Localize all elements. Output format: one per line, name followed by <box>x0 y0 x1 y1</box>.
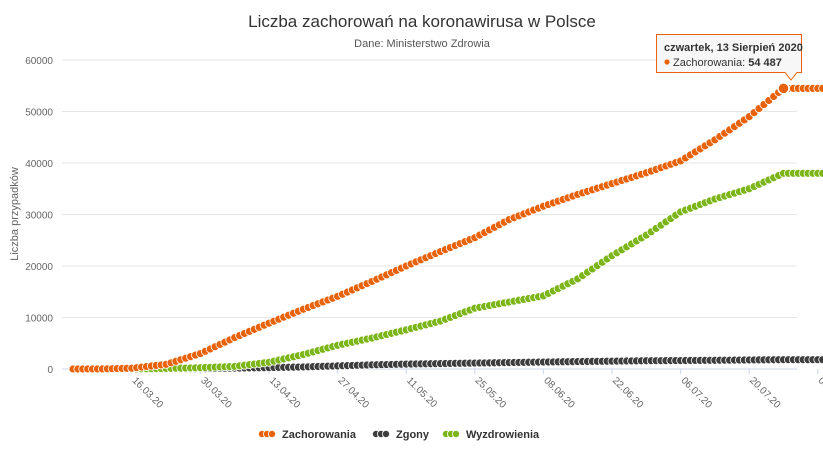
x-tick-label: 20.07.20 <box>747 375 783 411</box>
x-tick-label: 27.04.20 <box>335 375 371 411</box>
y-tick-label: 0 <box>47 365 53 376</box>
legend-marker <box>451 429 460 438</box>
y-tick-label: 30000 <box>25 211 53 222</box>
tooltip-series-marker <box>664 59 670 65</box>
x-tick-label: 11.05.20 <box>404 375 439 410</box>
y-tick-label: 50000 <box>25 108 53 119</box>
y-tick-label: 60000 <box>25 56 53 67</box>
x-tick-label: 03.08.20 <box>816 375 823 411</box>
x-tick-label: 08.06.20 <box>541 375 577 411</box>
tooltip-series-name: Zachorowania <box>673 57 743 69</box>
legend-item-wyzdrowienia[interactable]: Wyzdrowienia <box>441 429 540 441</box>
x-tick-label: 25.05.20 <box>473 375 509 411</box>
legend-label: Wyzdrowienia <box>466 429 540 441</box>
y-tick-label: 10000 <box>25 314 53 325</box>
series-group <box>68 82 823 374</box>
y-tick-label: 20000 <box>25 262 53 273</box>
tooltip: czwartek, 13 Sierpień 2020 Zachorowania:… <box>656 34 803 81</box>
x-tick-label: 06.07.20 <box>678 375 714 411</box>
legend-label: Zachorowania <box>282 429 357 441</box>
tooltip-separator: : <box>742 57 748 69</box>
series-zachorowania <box>68 83 823 374</box>
chart-title: Liczba zachorowań na koronawirusa w Pols… <box>248 12 596 31</box>
x-tick-label: 13.04.20 <box>267 375 303 411</box>
legend-marker <box>267 429 276 438</box>
legend-item-zachorowania[interactable]: Zachorowania <box>257 429 357 441</box>
tooltip-line: Zachorowania: 54 487 <box>673 57 782 69</box>
tooltip-date: czwartek, 13 Sierpień 2020 <box>664 42 803 54</box>
legend: Zachorowania Zgony Wyzdrowienia <box>257 429 540 441</box>
legend-item-zgony[interactable]: Zgony <box>371 429 430 441</box>
hovered-data-point[interactable] <box>777 82 790 95</box>
x-axis-ticks: 16.03.20 30.03.20 13.04.20 27.04.20 11.05.20… <box>130 369 823 411</box>
y-axis-label: Liczba przypadków <box>9 167 21 261</box>
x-tick-label: 30.03.20 <box>198 375 234 411</box>
y-axis-ticks: 0 10000 20000 30000 40000 50000 60000 <box>25 56 53 376</box>
data-point[interactable] <box>818 83 823 93</box>
data-point[interactable] <box>818 168 823 178</box>
legend-marker <box>381 429 390 438</box>
tooltip-value: 54 487 <box>748 57 782 69</box>
series-wyzdrowienia <box>68 168 823 374</box>
gridlines <box>62 59 797 318</box>
legend-label: Zgony <box>396 429 430 441</box>
x-tick-label: 16.03.20 <box>130 375 166 411</box>
x-tick-label: 22.06.20 <box>610 375 646 411</box>
data-point[interactable] <box>818 355 823 365</box>
chart-subtitle: Dane: Ministerstwo Zdrowia <box>354 38 491 50</box>
tooltip-box <box>656 34 802 81</box>
y-tick-label: 40000 <box>25 159 53 170</box>
